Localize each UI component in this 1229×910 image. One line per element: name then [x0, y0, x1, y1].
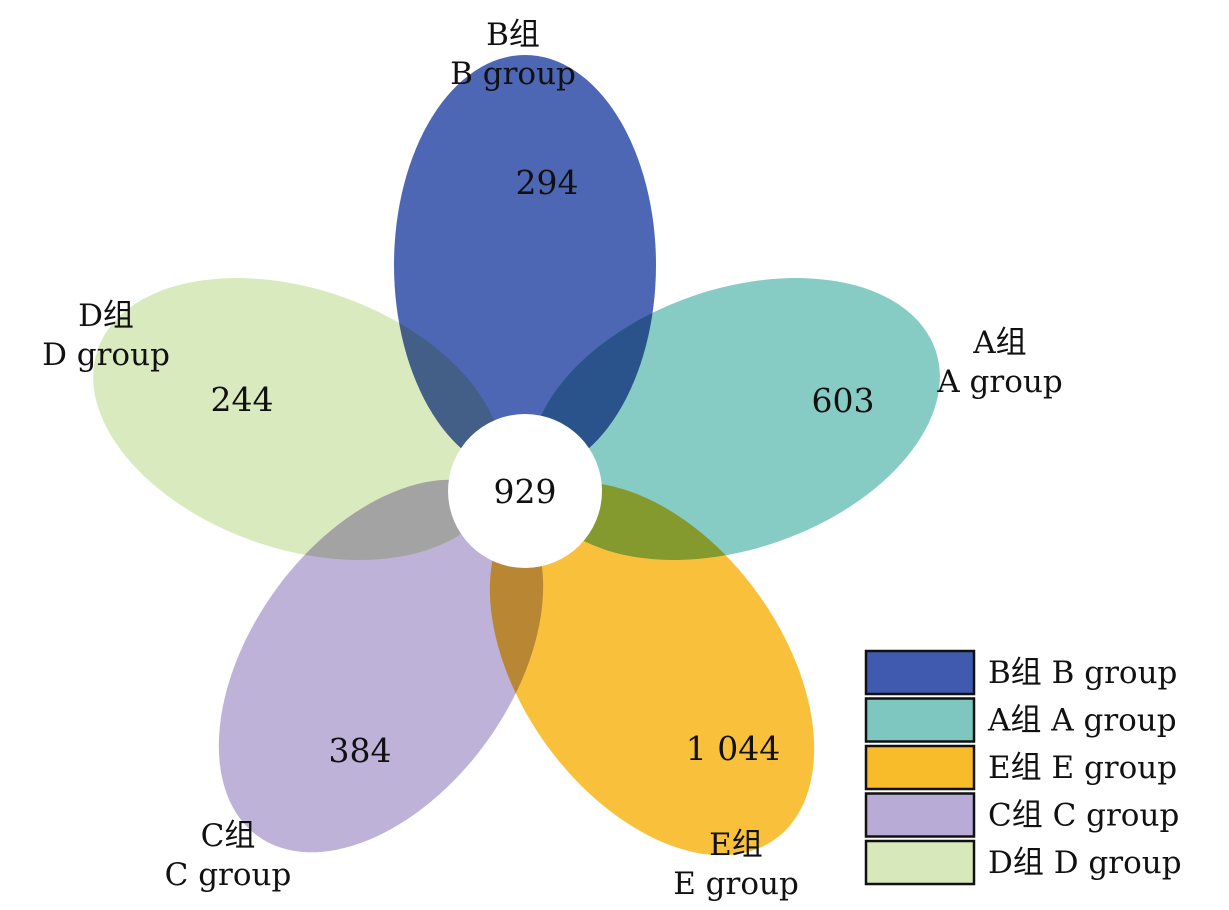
label-d-cn: D组: [78, 298, 134, 334]
petals: [93, 55, 940, 856]
value-c-unique: 384: [329, 731, 392, 770]
label-a-cn: A组: [972, 325, 1026, 361]
label-d-en: D group: [42, 337, 170, 373]
legend-label-d: D组 D group: [988, 845, 1182, 881]
value-a-unique: 603: [812, 381, 875, 420]
label-c-cn: C组: [201, 818, 256, 854]
value-b-unique: 294: [516, 163, 579, 202]
value-d-unique: 244: [211, 380, 274, 419]
label-b-en: B group: [450, 56, 576, 92]
legend-label-b: B组 B group: [988, 655, 1177, 691]
label-c-en: C group: [165, 857, 292, 893]
center-circle: [448, 414, 602, 568]
legend-swatch-c: [864, 792, 976, 838]
label-b-cn: B组: [486, 17, 540, 53]
legend-swatch-b: [864, 649, 976, 696]
legend-swatch-a: [864, 697, 976, 743]
label-e-en: E group: [673, 866, 799, 902]
petal-values: 294 603 1 044 384 244: [211, 163, 875, 770]
petal-c-group: [218, 479, 544, 853]
legend: B组 B group A组 A group E组 E group C组 C group…: [864, 649, 1182, 886]
label-e-cn: E组: [709, 827, 763, 863]
legend-label-a: A组 A group: [987, 703, 1177, 739]
petal-a-group: [530, 278, 940, 560]
legend-label-e: E组 E group: [988, 750, 1177, 786]
group-labels: B组B group A组A group E组E group C组C group D组D …: [42, 17, 1063, 902]
center-value: 929: [494, 472, 557, 511]
petal-d-group: [93, 278, 503, 560]
center-intersection: 929: [448, 414, 602, 568]
legend-swatch-e: [864, 744, 976, 791]
legend-label-c: C组 C group: [988, 798, 1179, 834]
value-e-unique: 1 044: [686, 729, 780, 768]
label-a-en: A group: [936, 364, 1062, 400]
petal-e-group: [489, 482, 815, 856]
legend-swatch-d: [864, 839, 976, 886]
